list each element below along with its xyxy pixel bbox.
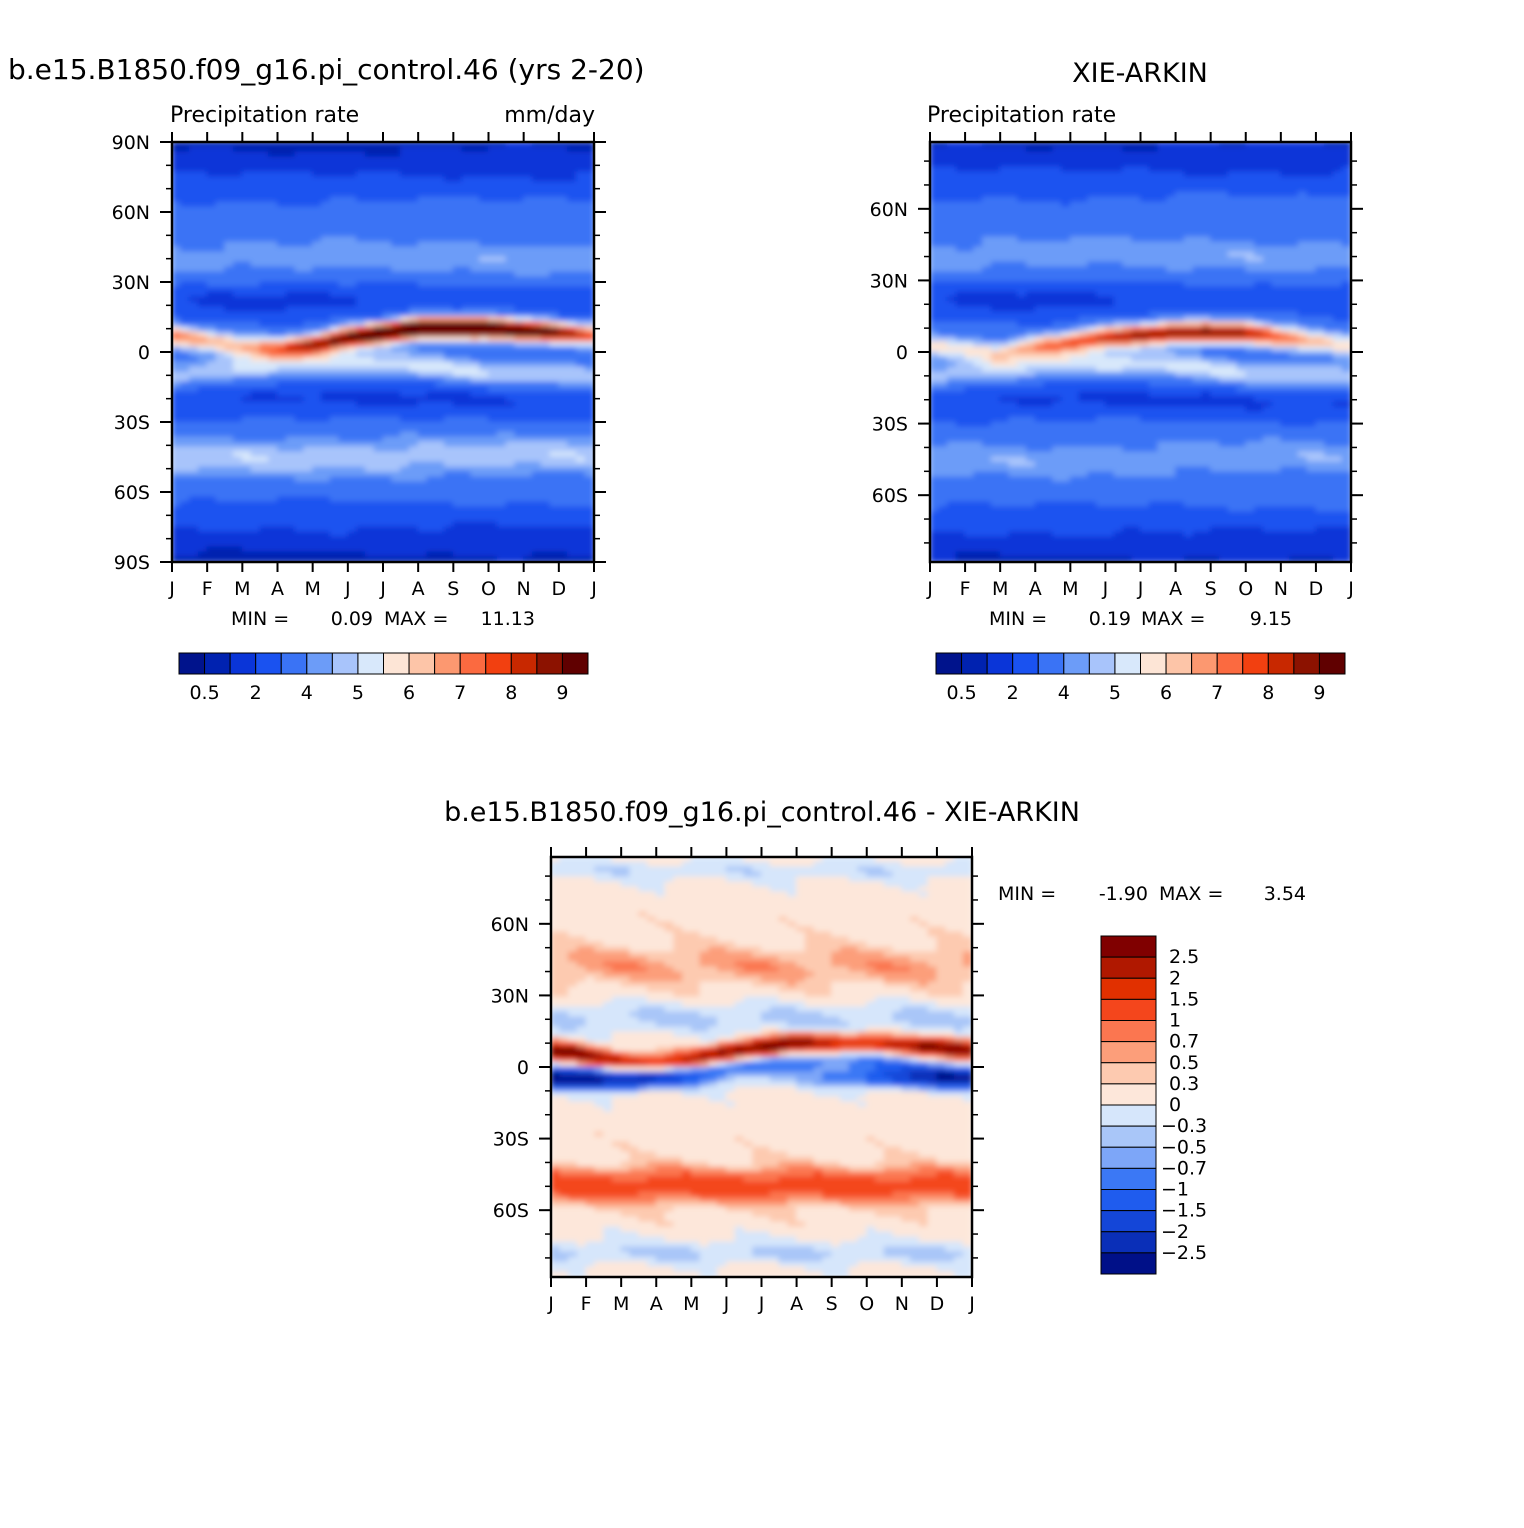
panel-obs-subtitle-left: Precipitation rate: [927, 103, 1116, 128]
colorbar-label: 0.5: [189, 682, 219, 704]
panel-model-max-value: 11.13: [481, 608, 535, 630]
panel-model-subtitle-left: Precipitation rate: [170, 103, 359, 128]
x-tick-label: M: [234, 578, 250, 600]
colorbar-swatch: [179, 653, 205, 674]
panel-model-field: [172, 142, 595, 563]
colorbar-swatch: [460, 653, 486, 674]
colorbar-swatch: [230, 653, 256, 674]
x-tick-label: F: [202, 578, 213, 600]
colorbar-label: 4: [301, 682, 313, 704]
colorbar-swatch: [384, 653, 410, 674]
colorbar-label: 5: [352, 682, 364, 704]
colorbar-label: 7: [454, 682, 466, 704]
x-tick-label: J: [590, 578, 597, 600]
colorbar-swatch: [256, 653, 282, 674]
field-cells: [172, 142, 595, 563]
x-tick-label: O: [481, 578, 496, 600]
x-tick-label: D: [552, 578, 567, 600]
x-tick-label: M: [304, 578, 320, 600]
panel-model: b.e15.B1850.f09_g16.pi_control.46 (yrs 2…: [8, 53, 645, 704]
x-tick-label: S: [447, 578, 459, 600]
y-tick-label: 60S: [114, 482, 150, 504]
colorbar-swatch: [205, 653, 231, 674]
colorbar-swatch: [332, 653, 358, 674]
y-tick-label: 60N: [112, 202, 150, 224]
colorbar-swatch: [511, 653, 537, 674]
y-tick-label: 0: [138, 342, 150, 364]
panel-model-min-label: MIN =: [231, 608, 289, 630]
panel-model-subtitle-right: mm/day: [504, 103, 595, 128]
colorbar-label: 8: [505, 682, 517, 704]
colorbar-swatch: [281, 653, 307, 674]
colorbar-swatch: [435, 653, 461, 674]
panel-obs-title: XIE-ARKIN: [1072, 58, 1208, 89]
panel-obs-field: [930, 142, 1352, 563]
panel-model-title: b.e15.B1850.f09_g16.pi_control.46 (yrs 2…: [8, 53, 645, 86]
y-tick-label: 90S: [114, 552, 150, 574]
x-tick-label: A: [412, 578, 425, 600]
y-tick-label: 30N: [112, 272, 150, 294]
x-tick-label: N: [517, 578, 531, 600]
panel-model-max-label: MAX =: [384, 608, 448, 630]
colorbar-label: 2: [250, 682, 262, 704]
y-tick-label: 30S: [114, 412, 150, 434]
colorbar-label: 9: [556, 682, 568, 704]
colorbar-swatch: [537, 653, 563, 674]
colorbar-swatch: [486, 653, 512, 674]
x-tick-label: J: [344, 578, 351, 600]
panel-model-colorbar: 0.5 2 4 5 6 7 8 9: [179, 653, 588, 704]
field-cells: [930, 142, 1352, 563]
x-tick-label: A: [271, 578, 284, 600]
y-tick-label: 90N: [112, 132, 150, 154]
colorbar-swatch: [307, 653, 333, 674]
panel-model-min-value: 0.09: [331, 608, 373, 630]
colorbar-label: 6: [403, 682, 415, 704]
x-tick-label: J: [379, 578, 386, 600]
colorbar-swatch: [409, 653, 435, 674]
x-tick-label: J: [168, 578, 175, 600]
colorbar-swatch: [562, 653, 588, 674]
colorbar-swatch: [358, 653, 384, 674]
